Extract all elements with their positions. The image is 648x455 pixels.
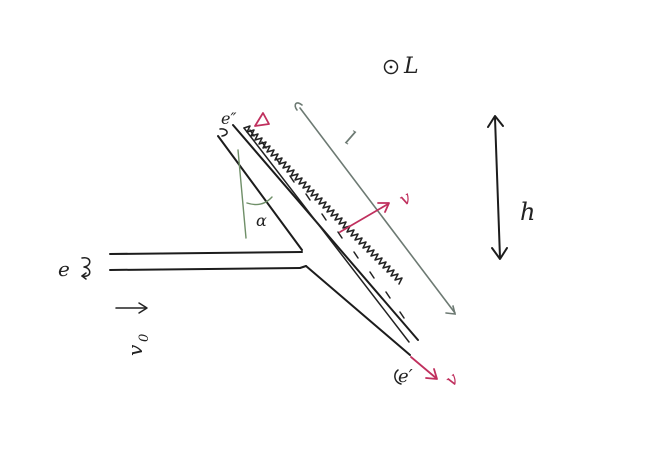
inlet-label: e: [58, 257, 70, 281]
outlet-top-label: e″: [221, 109, 236, 128]
field-symbol-label: L: [403, 54, 419, 79]
inlet-velocity-letter: v: [123, 344, 147, 356]
angle-label: α: [256, 211, 267, 230]
outlet-bottom-label: e′: [398, 366, 413, 387]
angle-alpha: α: [237, 149, 273, 239]
rough-surface: [243, 125, 403, 285]
lower-wall-top: [217, 135, 303, 251]
outlet-top: e″: [219, 109, 236, 137]
inlet-velocity-subscript: 0: [137, 334, 152, 342]
plate-edge: [243, 127, 410, 343]
length-label: l: [342, 126, 360, 150]
inlet-channel: e: [58, 251, 307, 281]
side-velocity: v: [339, 187, 415, 233]
length-guide: l: [294, 102, 457, 315]
field-out-of-page: L: [383, 54, 419, 79]
out-of-page-dot-icon: [383, 59, 399, 75]
triangle-marker-icon: [254, 112, 270, 127]
double-headed-arrow-icon: [494, 117, 501, 259]
lower-wall-bottom: [305, 265, 411, 356]
side-velocity-label: v: [396, 187, 415, 210]
height-label: h: [520, 198, 535, 226]
outlet-bottom: e′ v: [394, 356, 463, 391]
outlet-velocity-label: v: [442, 368, 463, 391]
recirculation-arrow-icon: [81, 257, 91, 280]
tilted-channel: [217, 124, 419, 356]
height-dimension: h: [487, 115, 535, 260]
inlet-velocity: v 0: [115, 302, 152, 356]
